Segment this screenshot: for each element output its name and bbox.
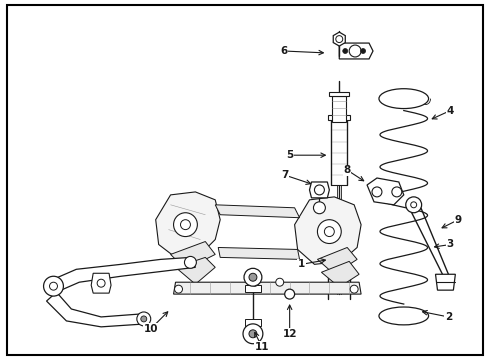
Circle shape [244, 268, 262, 286]
Text: 9: 9 [455, 215, 462, 225]
Polygon shape [175, 257, 215, 284]
Text: 6: 6 [280, 46, 287, 56]
Polygon shape [218, 247, 299, 260]
Circle shape [249, 330, 257, 338]
Text: 7: 7 [281, 170, 289, 180]
Text: 8: 8 [343, 165, 351, 175]
Polygon shape [333, 32, 345, 46]
Text: 5: 5 [286, 150, 294, 160]
Text: 11: 11 [255, 342, 269, 352]
Circle shape [392, 187, 402, 197]
Text: 2: 2 [445, 312, 452, 322]
Text: 12: 12 [282, 329, 297, 339]
Polygon shape [173, 282, 361, 294]
Ellipse shape [379, 89, 429, 109]
Circle shape [361, 49, 366, 54]
Circle shape [141, 316, 147, 322]
Polygon shape [367, 178, 404, 205]
Text: 10: 10 [144, 324, 158, 334]
Circle shape [49, 282, 57, 290]
Circle shape [97, 279, 105, 287]
Text: 3: 3 [447, 239, 454, 249]
Circle shape [251, 278, 259, 286]
Polygon shape [171, 242, 215, 269]
Circle shape [324, 227, 334, 237]
Circle shape [243, 324, 263, 344]
Circle shape [137, 312, 151, 326]
Polygon shape [328, 114, 350, 121]
Circle shape [249, 273, 257, 281]
Polygon shape [339, 43, 373, 59]
Circle shape [411, 202, 416, 208]
Polygon shape [321, 261, 359, 287]
Circle shape [314, 202, 325, 214]
Circle shape [350, 285, 358, 293]
Circle shape [343, 49, 348, 54]
Polygon shape [332, 96, 346, 122]
Circle shape [336, 36, 343, 42]
Circle shape [372, 187, 382, 197]
Circle shape [174, 285, 182, 293]
Circle shape [276, 278, 284, 286]
Polygon shape [436, 274, 455, 290]
Text: 1: 1 [298, 259, 305, 269]
Polygon shape [91, 273, 111, 293]
Ellipse shape [379, 307, 429, 325]
Polygon shape [310, 182, 329, 198]
Circle shape [173, 213, 197, 237]
Polygon shape [47, 292, 146, 327]
Polygon shape [156, 192, 220, 257]
Polygon shape [245, 285, 261, 292]
Circle shape [349, 45, 361, 57]
Bar [7, 5, 483, 355]
Polygon shape [245, 319, 261, 326]
Circle shape [44, 276, 63, 296]
Text: 4: 4 [447, 105, 454, 116]
Circle shape [315, 185, 324, 195]
Polygon shape [331, 121, 347, 185]
Polygon shape [215, 205, 299, 218]
Polygon shape [53, 257, 196, 292]
Circle shape [318, 220, 341, 243]
Polygon shape [294, 197, 361, 264]
Circle shape [406, 197, 421, 213]
Circle shape [184, 256, 196, 268]
Polygon shape [329, 92, 349, 96]
Polygon shape [318, 247, 357, 274]
Circle shape [180, 220, 191, 230]
Circle shape [285, 289, 294, 299]
